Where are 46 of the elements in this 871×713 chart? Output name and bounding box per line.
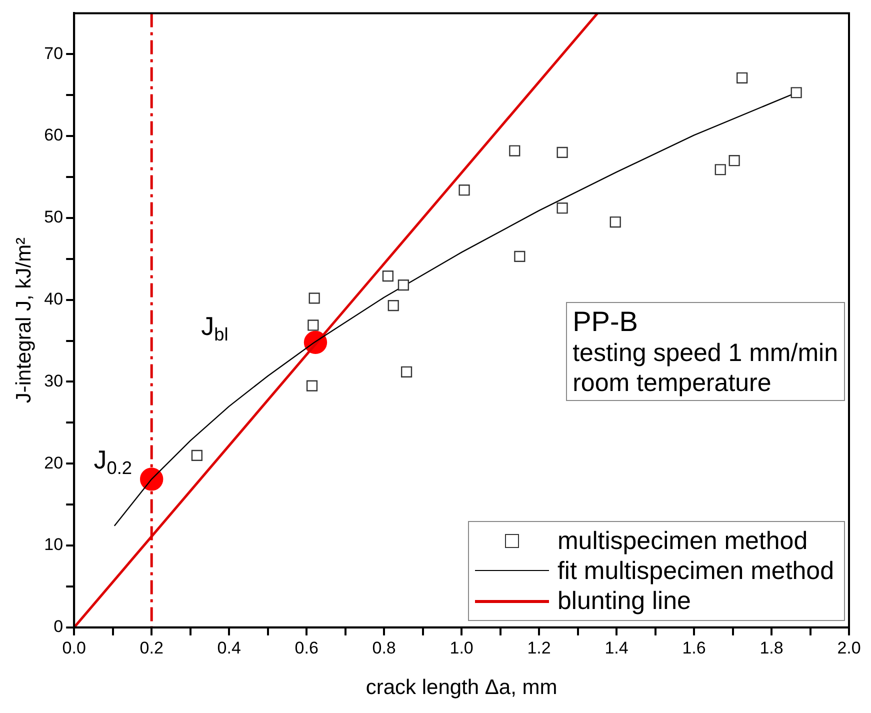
x-axis-title: crack length Δa, mm [366, 676, 558, 700]
x-tick-label: 1.6 [682, 638, 706, 658]
y-tick-label: 20 [44, 453, 64, 472]
point [382, 270, 394, 282]
point [308, 320, 319, 331]
point [140, 468, 164, 491]
legend-label: multispecimen method [557, 526, 808, 556]
y-tick-label: 30 [44, 371, 64, 390]
legend-label: blunting line [557, 586, 691, 616]
x-tick-label: 0.6 [294, 638, 318, 658]
point [514, 250, 526, 262]
x-tick-label: 0.4 [217, 638, 241, 658]
x-tick-label: 0.2 [140, 638, 164, 658]
annotation: room temperature [572, 368, 772, 398]
y-tick-label: 70 [44, 44, 64, 63]
point [308, 292, 320, 304]
point [556, 146, 568, 158]
x-tick-label: 2.0 [837, 638, 861, 658]
x-tick-label: 1.4 [604, 638, 628, 658]
annotation: testing speed 1 mm/min [572, 338, 838, 368]
point [790, 87, 802, 98]
point [509, 145, 520, 156]
annotation: PP-B [572, 304, 639, 338]
point [400, 366, 412, 378]
point [556, 202, 568, 214]
point [728, 155, 740, 166]
x-tick-label: 1.0 [450, 638, 474, 658]
x-tick-label: 0.8 [372, 638, 396, 658]
x-tick-label: 0.0 [62, 638, 86, 658]
point [714, 164, 726, 176]
x-tick-label: 1.8 [760, 638, 784, 658]
x-tick-label: 1.2 [527, 638, 551, 658]
point [458, 184, 470, 196]
point [191, 450, 202, 461]
point [388, 300, 399, 312]
y-tick-label: 0 [54, 617, 64, 636]
y-tick-label: 50 [44, 208, 64, 227]
point [610, 216, 621, 228]
y-tick-label: 60 [44, 126, 64, 145]
y-tick-label: 40 [44, 290, 64, 309]
y-axis-title: J-integral J, kJ/m² [12, 237, 36, 404]
point [398, 280, 409, 291]
point [736, 72, 748, 84]
legend-label: fit multispecimen method [557, 556, 834, 586]
y-tick-label: 10 [44, 535, 64, 554]
point [306, 380, 318, 392]
